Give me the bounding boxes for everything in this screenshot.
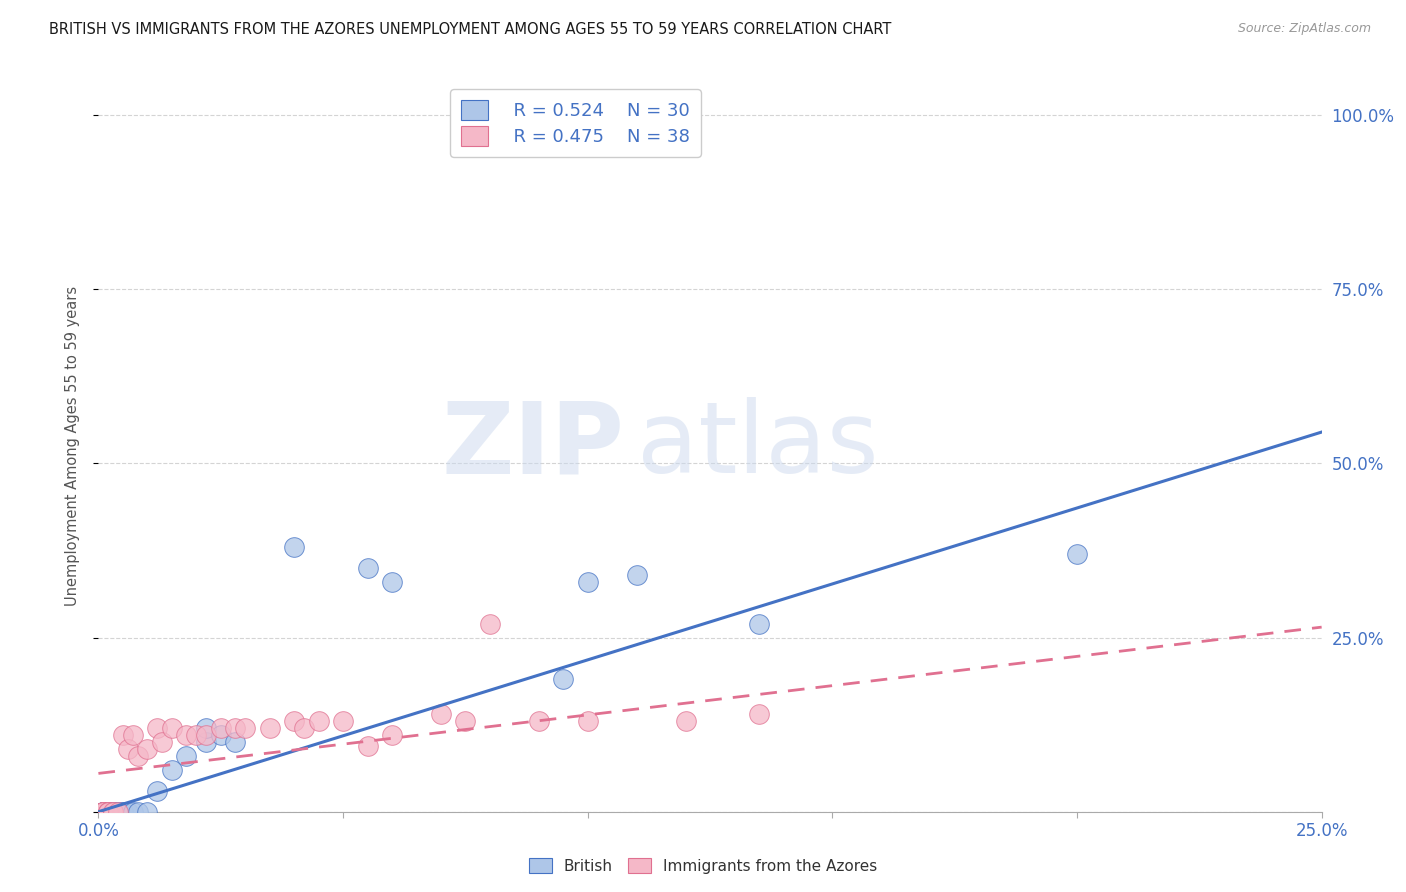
Point — [332, 714, 354, 728]
Point — [91, 805, 114, 819]
Point — [97, 805, 120, 819]
Point — [176, 749, 198, 764]
Point — [111, 805, 134, 819]
Point — [308, 714, 330, 728]
Text: BRITISH VS IMMIGRANTS FROM THE AZORES UNEMPLOYMENT AMONG AGES 55 TO 59 YEARS COR: BRITISH VS IMMIGRANTS FROM THE AZORES UN… — [49, 22, 891, 37]
Point — [127, 805, 149, 819]
Point — [626, 567, 648, 582]
Point — [748, 616, 770, 631]
Point — [283, 714, 305, 728]
Point — [91, 805, 114, 819]
Point — [127, 749, 149, 764]
Legend:   R = 0.524    N = 30,   R = 0.475    N = 38: R = 0.524 N = 30, R = 0.475 N = 38 — [450, 89, 702, 157]
Point — [356, 561, 378, 575]
Point — [160, 763, 183, 777]
Point — [111, 805, 134, 819]
Point — [91, 805, 114, 819]
Point — [117, 805, 139, 819]
Point — [233, 721, 256, 735]
Point — [117, 742, 139, 756]
Point — [224, 721, 246, 735]
Point — [136, 805, 159, 819]
Point — [176, 728, 198, 742]
Point — [111, 728, 134, 742]
Point — [186, 728, 208, 742]
Point — [1066, 547, 1088, 561]
Point — [576, 714, 599, 728]
Legend: British, Immigrants from the Azores: British, Immigrants from the Azores — [523, 852, 883, 880]
Point — [430, 707, 453, 722]
Point — [97, 805, 120, 819]
Point — [146, 784, 169, 798]
Point — [209, 728, 232, 742]
Point — [478, 616, 501, 631]
Point — [381, 728, 404, 742]
Point — [292, 721, 315, 735]
Point — [101, 805, 124, 819]
Point — [107, 805, 129, 819]
Point — [160, 721, 183, 735]
Text: ZIP: ZIP — [441, 398, 624, 494]
Point — [150, 735, 173, 749]
Point — [576, 574, 599, 589]
Point — [107, 805, 129, 819]
Point — [97, 805, 120, 819]
Point — [675, 714, 697, 728]
Y-axis label: Unemployment Among Ages 55 to 59 years: Unemployment Among Ages 55 to 59 years — [65, 286, 80, 606]
Point — [553, 673, 575, 687]
Point — [748, 707, 770, 722]
Point — [101, 805, 124, 819]
Point — [101, 805, 124, 819]
Point — [91, 805, 114, 819]
Point — [527, 714, 550, 728]
Point — [356, 739, 378, 753]
Point — [195, 728, 218, 742]
Point — [91, 805, 114, 819]
Point — [209, 721, 232, 735]
Text: Source: ZipAtlas.com: Source: ZipAtlas.com — [1237, 22, 1371, 36]
Point — [224, 735, 246, 749]
Point — [283, 540, 305, 554]
Point — [97, 805, 120, 819]
Point — [101, 805, 124, 819]
Point — [97, 805, 120, 819]
Text: atlas: atlas — [637, 398, 879, 494]
Point — [121, 805, 143, 819]
Point — [91, 805, 114, 819]
Point — [381, 574, 404, 589]
Point — [136, 742, 159, 756]
Point — [121, 728, 143, 742]
Point — [454, 714, 477, 728]
Point — [195, 735, 218, 749]
Point — [107, 805, 129, 819]
Point — [146, 721, 169, 735]
Point — [195, 721, 218, 735]
Point — [91, 805, 114, 819]
Point — [259, 721, 281, 735]
